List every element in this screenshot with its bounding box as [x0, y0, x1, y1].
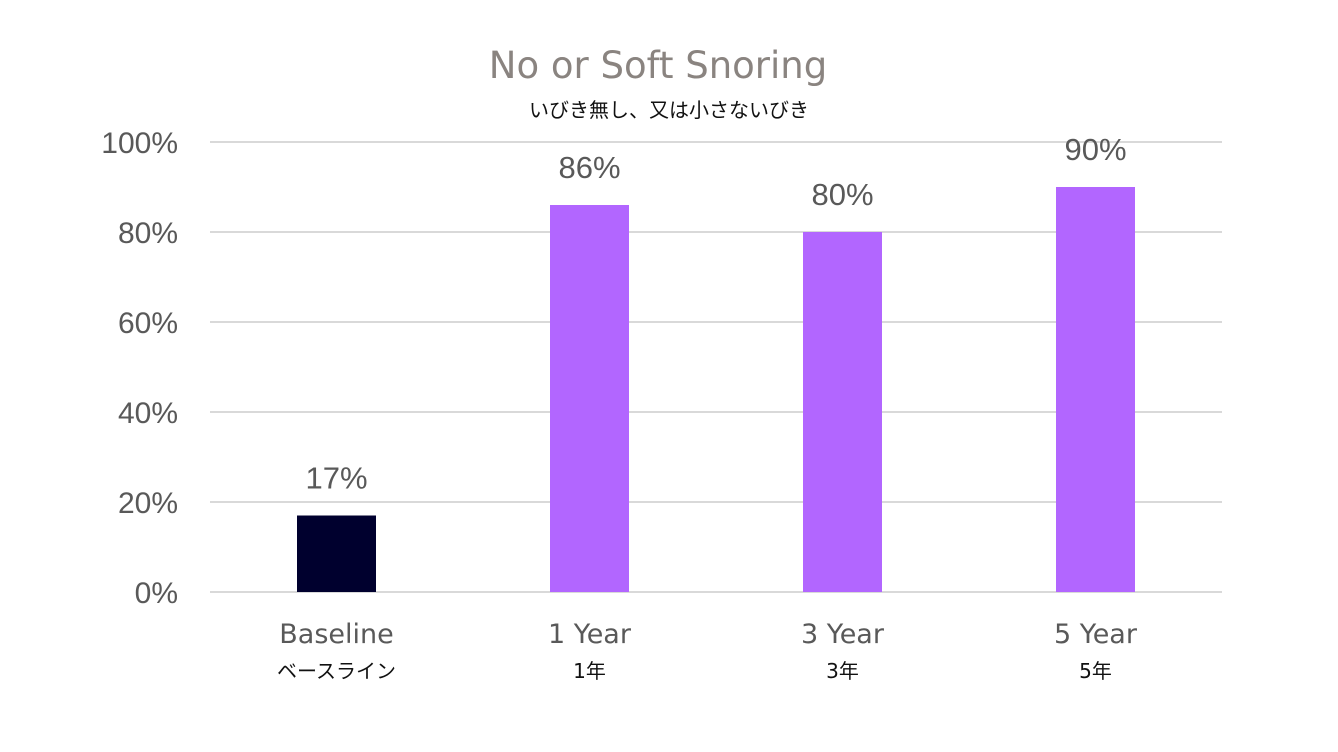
gridlines	[210, 141, 1222, 593]
x-tick-sublabel: 1年	[573, 659, 606, 683]
y-tick-label: 20%	[118, 487, 178, 520]
bar	[550, 205, 629, 592]
bars	[297, 187, 1135, 592]
data-label: 80%	[811, 177, 873, 212]
bar	[1056, 187, 1135, 592]
x-axis-ticks: Baseline ベースライン 1 Year 1年 3 Year 3年 5 Year 5年	[277, 619, 1138, 683]
data-label: 86%	[558, 150, 620, 185]
y-tick-label: 100%	[101, 127, 178, 160]
y-tick-label: 80%	[118, 217, 178, 250]
chart-subtitle: いびき無し、又は小さないびき	[529, 98, 809, 122]
x-tick-label: Baseline	[279, 619, 393, 650]
x-tick-label: 1 Year	[548, 619, 632, 650]
x-tick-label: 5 Year	[1054, 619, 1138, 650]
bar	[297, 515, 376, 592]
y-axis-ticks: 0% 20% 40% 60% 80% 100%	[101, 127, 178, 610]
y-tick-label: 40%	[118, 397, 178, 430]
y-tick-label: 0%	[135, 577, 178, 610]
x-tick-sublabel: 3年	[826, 659, 859, 683]
data-label: 90%	[1064, 132, 1126, 167]
x-tick-label: 3 Year	[801, 619, 885, 650]
bar	[803, 232, 882, 592]
data-label: 17%	[305, 461, 367, 496]
y-tick-label: 60%	[118, 307, 178, 340]
chart-title: No or Soft Snoring	[489, 44, 827, 87]
x-tick-sublabel: ベースライン	[277, 659, 396, 683]
data-labels: 17% 86% 80% 90%	[305, 132, 1126, 496]
x-tick-sublabel: 5年	[1079, 659, 1112, 683]
